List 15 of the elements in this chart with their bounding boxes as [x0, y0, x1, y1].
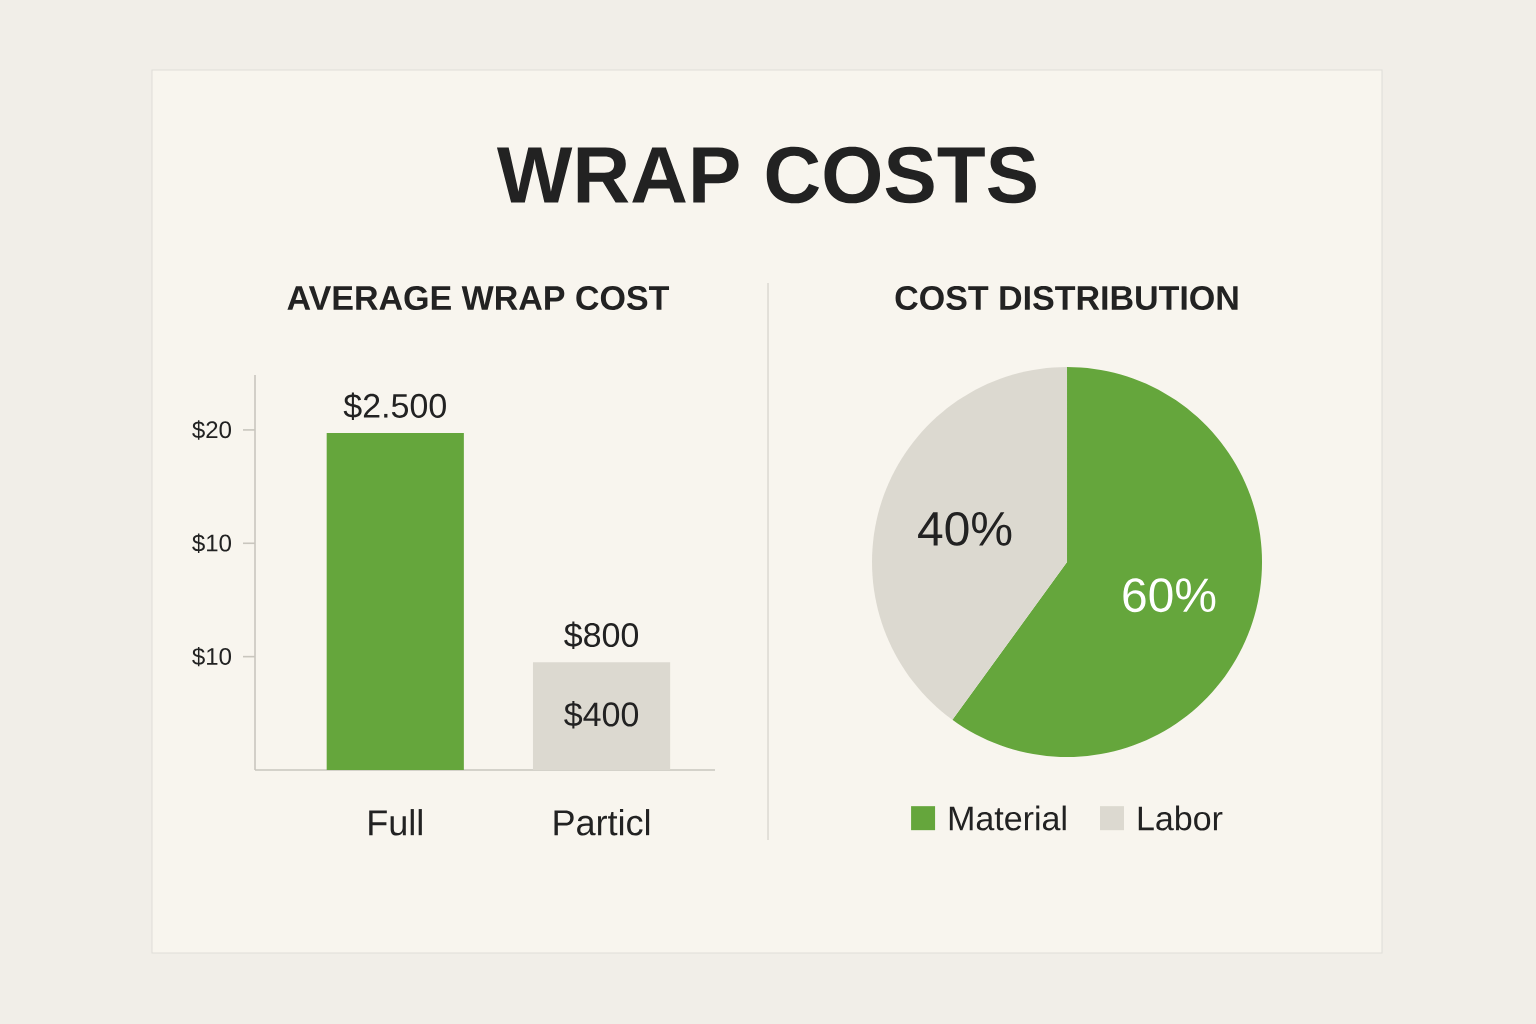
chart-title: WRAP COSTS [496, 146, 1036, 204]
data-label: $2.500 [343, 392, 446, 420]
chart-title: COST DISTRIBUTION [895, 285, 1238, 311]
chart-subtitle: AVERAGE WRAP COST [287, 285, 670, 311]
x-tick-label: Particl [554, 809, 650, 836]
data-label: 40% [918, 511, 1012, 546]
legend-label: Material [949, 805, 1066, 831]
data-label: 60% [1123, 578, 1216, 613]
x-tick-label: Full [369, 809, 422, 836]
annotation: $400 [564, 700, 639, 729]
legend-label: Labor [1138, 805, 1223, 831]
text: $10 [192, 533, 232, 553]
text: $20 [192, 420, 232, 440]
data-label: $800 [564, 621, 639, 650]
text: $10 [192, 646, 232, 667]
